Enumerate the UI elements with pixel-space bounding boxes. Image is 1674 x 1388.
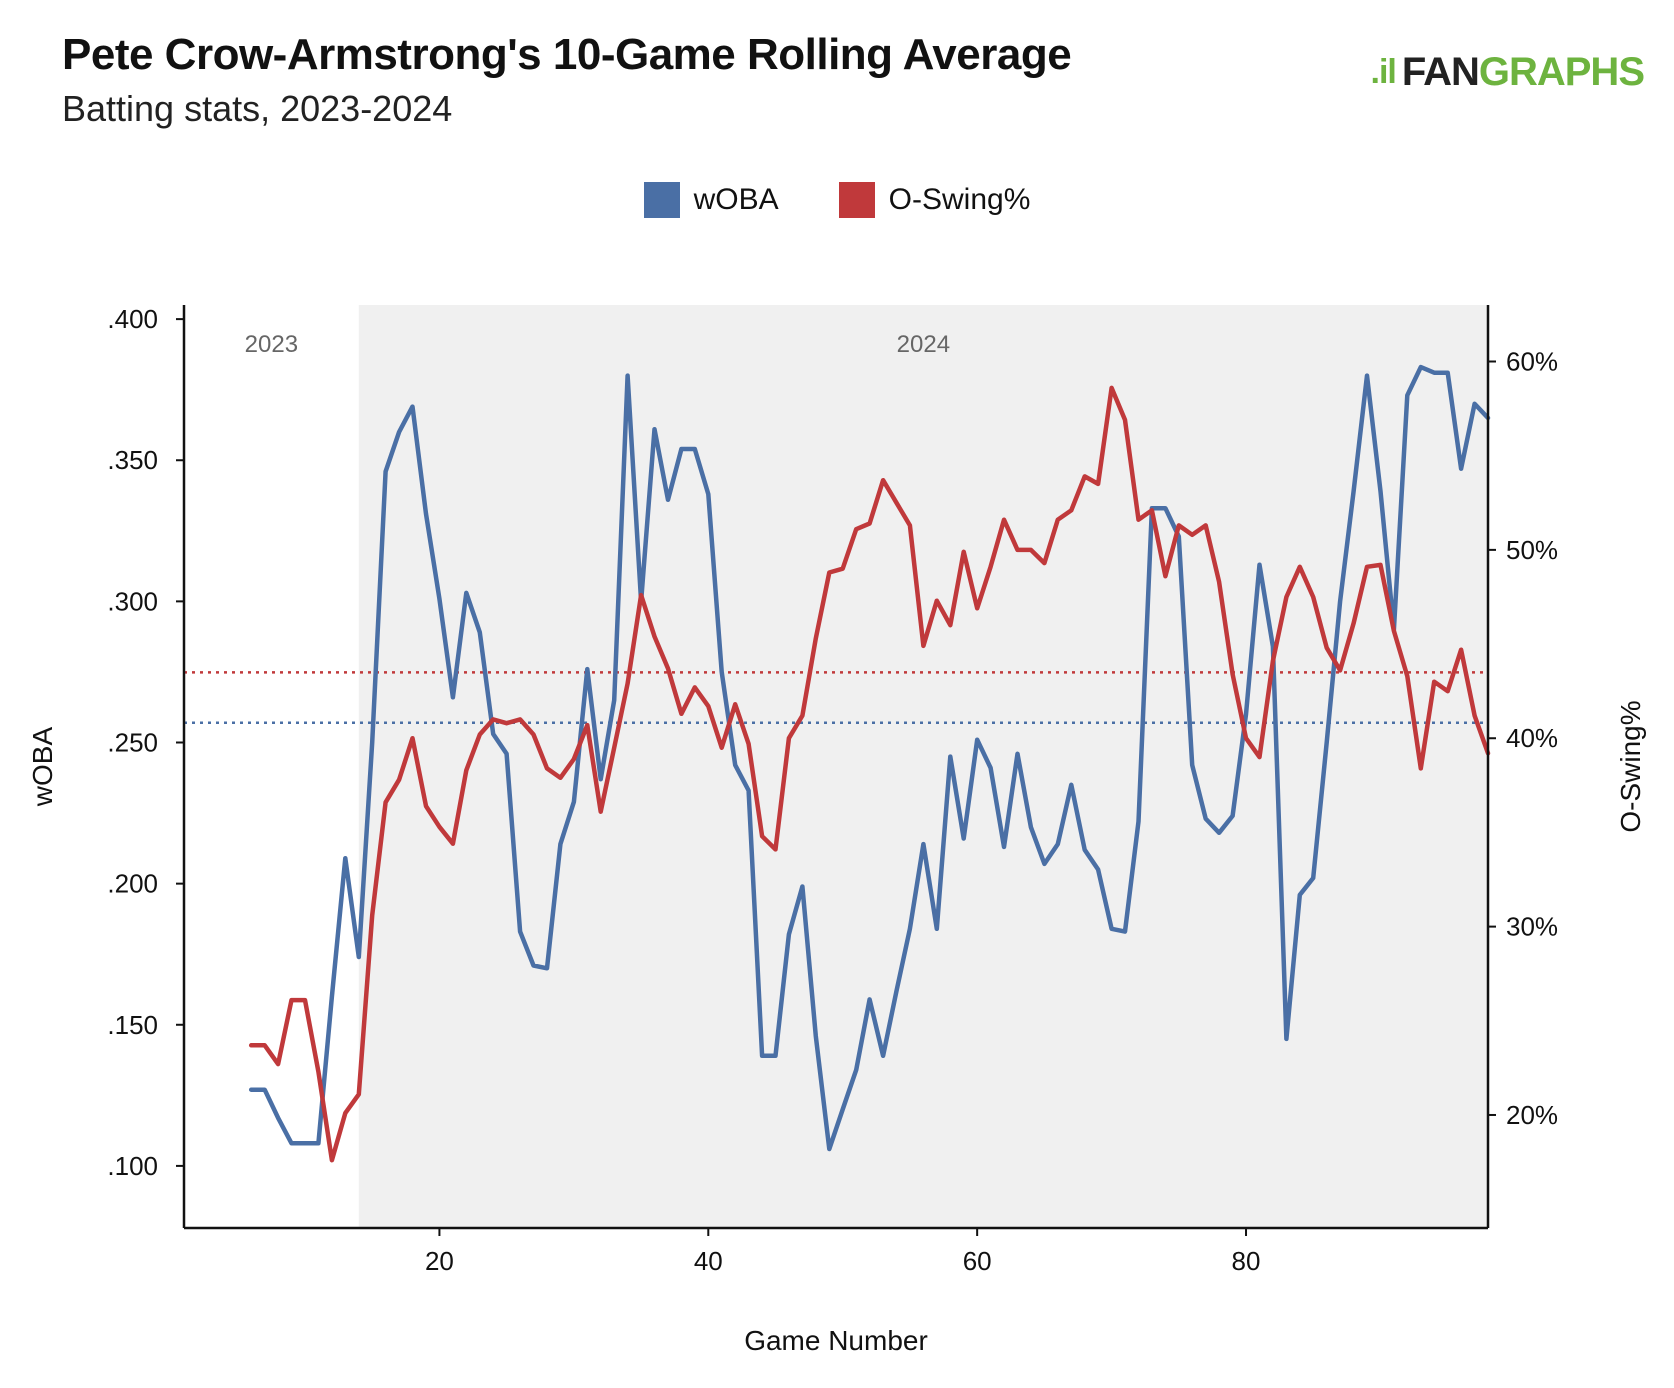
x-axis-title: Game Number: [744, 1325, 928, 1356]
tick-label-left: .350: [107, 445, 158, 475]
tick-label-x: 20: [425, 1246, 454, 1276]
axis-labels: Game Number wOBA O-Swing%: [27, 700, 1646, 1356]
chart-subtitle: Batting stats, 2023-2024: [62, 88, 453, 129]
background-layer: 2023 2024: [245, 305, 1488, 1228]
legend-label-oswing: O-Swing%: [888, 183, 1031, 216]
reference-lines: [184, 671, 1488, 724]
logo-graphs-text: GRAPHS: [1478, 50, 1645, 94]
logo-fan-text: FAN: [1401, 50, 1480, 94]
season-label-2024: 2024: [897, 331, 950, 358]
tick-label-right: 50%: [1506, 535, 1558, 565]
series-line-woba: [248, 364, 1491, 1152]
legend-swatch-oswing: [838, 182, 875, 218]
legend-item-oswing: O-Swing%: [838, 182, 1031, 218]
tick-label-left: .400: [107, 304, 158, 334]
tick-label-right: 40%: [1506, 723, 1558, 753]
season-label-2023: 2023: [245, 331, 298, 358]
fangraphs-logo: .il FAN GRAPHS: [1370, 50, 1645, 95]
tick-label-left: .250: [107, 728, 158, 758]
tick-label-right: 20%: [1506, 1100, 1558, 1130]
tick-label-left: .200: [107, 869, 158, 899]
axes-layer: .100 .150 .200 .250 .300 .350 .400 20% 30% 40% 50%…: [107, 304, 1558, 1276]
tick-label-x: 80: [1232, 1246, 1261, 1276]
legend-label-woba: wOBA: [693, 183, 779, 216]
logo-mark-icon: .il: [1370, 53, 1397, 91]
chart-title: Pete Crow-Armstrong's 10-Game Rolling Av…: [62, 30, 1072, 79]
legend: wOBA O-Swing%: [0, 182, 1674, 218]
region-2024: [358, 305, 1488, 1228]
series-line-oswing: [248, 385, 1491, 1163]
y-axis-title-right: O-Swing%: [1615, 700, 1646, 832]
tick-label-left: .300: [107, 586, 158, 616]
tick-label-right: 60%: [1506, 347, 1558, 377]
tick-label-left: .150: [107, 1010, 158, 1040]
legend-item-woba: wOBA: [643, 182, 779, 218]
series-lines: [248, 364, 1491, 1163]
tick-label-left: .100: [107, 1151, 158, 1181]
tick-label-x: 60: [963, 1246, 992, 1276]
tick-label-right: 30%: [1506, 912, 1558, 942]
y-axis-title-left: wOBA: [27, 727, 58, 808]
tick-label-x: 40: [694, 1246, 723, 1276]
legend-swatch-woba: [643, 182, 680, 218]
